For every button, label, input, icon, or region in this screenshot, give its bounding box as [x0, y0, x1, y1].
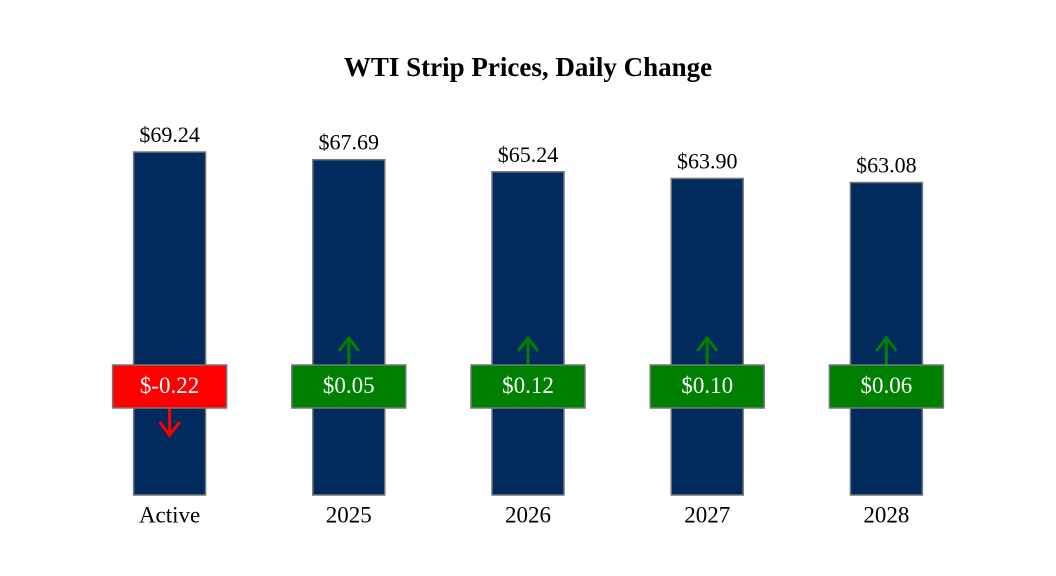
value-label: $67.69 — [319, 130, 380, 155]
bar — [491, 171, 565, 496]
bar — [132, 151, 207, 496]
change-box — [111, 364, 228, 409]
change-label: $0.06 — [861, 373, 913, 398]
change-box — [291, 364, 407, 409]
value-label: $69.24 — [139, 122, 200, 147]
change-box — [649, 364, 765, 409]
value-label: $63.90 — [677, 149, 738, 174]
change-arrow — [696, 335, 719, 365]
change-arrow — [875, 335, 898, 365]
x-tick-label: 2027 — [684, 502, 730, 527]
change-label: $0.12 — [502, 373, 554, 398]
change-arrow — [158, 408, 181, 438]
chart-title: WTI Strip Prices, Daily Change — [344, 52, 712, 82]
change-label: $-0.22 — [140, 373, 199, 398]
change-label: $0.10 — [681, 373, 733, 398]
x-tick-label: Active — [139, 502, 200, 527]
change-label: $0.05 — [323, 373, 375, 398]
change-arrow — [337, 335, 360, 365]
x-tick-label: 2026 — [505, 502, 551, 527]
value-label: $65.24 — [498, 142, 559, 167]
x-tick-label: 2025 — [326, 502, 372, 527]
x-tick-label: 2028 — [863, 502, 909, 527]
change-box — [470, 364, 586, 409]
change-arrow — [516, 335, 540, 365]
change-box — [828, 364, 945, 409]
value-label: $63.08 — [856, 153, 917, 178]
bar — [312, 158, 386, 496]
